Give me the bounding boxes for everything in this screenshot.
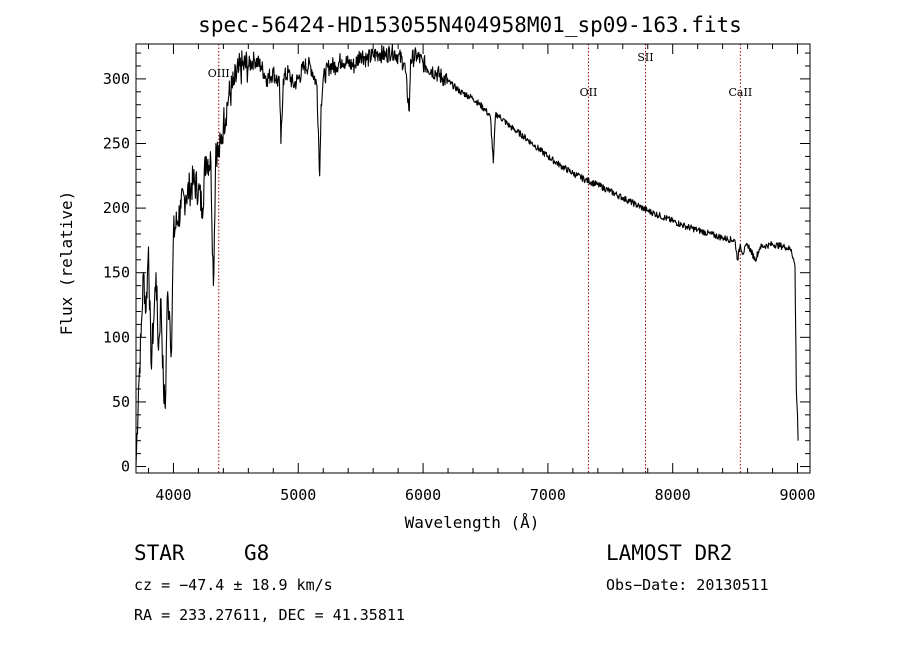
y-tick-label: 100 [103,328,130,346]
survey-name: LAMOST DR2 [606,541,732,565]
marker-label-oiii: OIII [208,67,230,80]
spectrum-line [135,43,799,467]
x-tick-label: 4000 [155,486,191,504]
y-tick-label: 200 [103,199,130,217]
line-markers: OIII OII SII CaII [208,44,752,473]
spectral-subclass: G8 [244,541,269,565]
redshift-cz: cz = −47.4 ± 18.9 km/s [134,576,333,594]
y-tick-label: 50 [112,393,130,411]
object-type: STAR [134,541,185,565]
marker-label-sii: SII [637,51,653,64]
y-tick-label: 150 [103,264,130,282]
y-tick-label: 0 [121,458,130,476]
observation-date: Obs−Date: 20130511 [606,576,769,594]
chart-title: spec-56424-HD153055N404958M01_sp09-163.f… [198,13,742,37]
x-tick-label: 8000 [655,486,691,504]
y-axis-ticks: 0 50 100 150 200 250 300 [103,52,810,476]
x-tick-label: 6000 [405,486,441,504]
y-axis-label: Flux (relative) [57,191,76,336]
marker-label-caii: CaII [729,86,753,99]
plot-frame [135,43,811,474]
x-tick-label: 7000 [530,486,566,504]
y-tick-label: 300 [103,70,130,88]
y-tick-label: 250 [103,134,130,152]
x-axis-label: Wavelength (Å) [405,513,540,532]
ra-dec-coordinates: RA = 233.27611, DEC = 41.35811 [134,606,405,624]
x-tick-label: 5000 [280,486,316,504]
x-tick-label: 9000 [779,486,815,504]
marker-label-oii: OII [580,86,598,99]
x-axis-ticks: 4000 5000 6000 7000 8000 9000 [147,44,816,504]
